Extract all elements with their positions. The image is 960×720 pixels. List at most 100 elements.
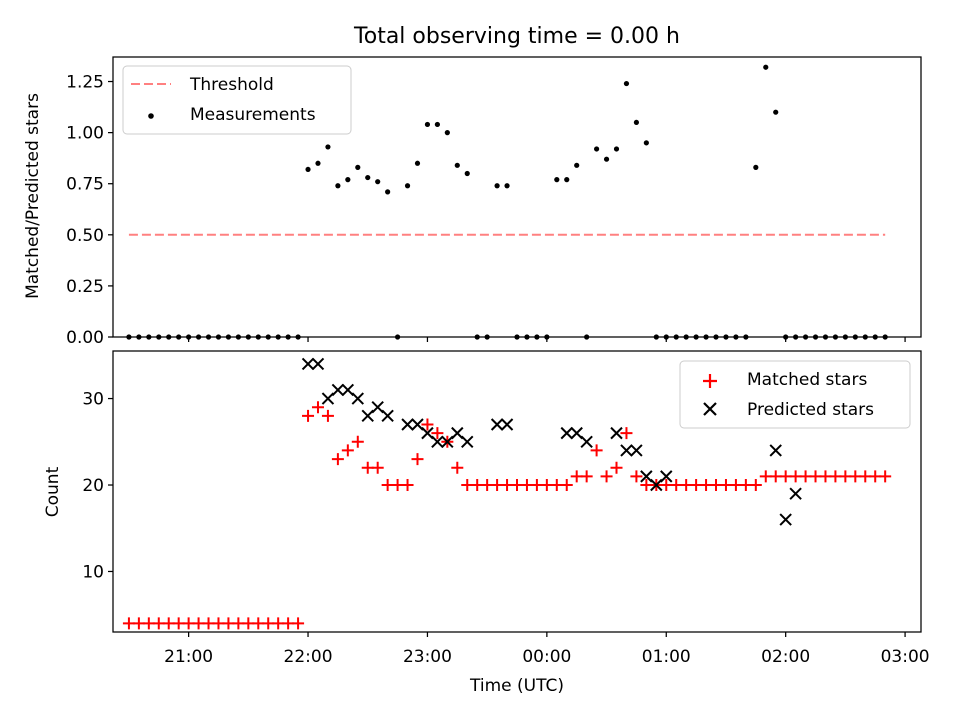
predicted-star-marker	[610, 426, 623, 440]
measurement-point	[404, 183, 411, 189]
bottom-legend-box	[679, 360, 911, 429]
matched-star-marker	[560, 479, 573, 492]
measurement-point	[454, 162, 460, 168]
bottom-panel: 10 20 30 21:00 22:00 23:00 00:00 01:00 02:00 03:0…	[43, 350, 930, 696]
matched-star-marker	[292, 617, 305, 630]
matched-star-marker	[302, 409, 315, 422]
top-y-tick-label: 1.25	[66, 73, 104, 93]
matched-star-marker	[411, 453, 424, 466]
predicted-star-marker	[451, 426, 464, 440]
top-y-tick-label: 0.50	[66, 226, 104, 246]
top-y-tick-label: 1.00	[66, 124, 104, 144]
legend-matched-swatch	[703, 374, 717, 388]
top-axes: 0.00 0.25 0.50 0.75 1.00 1.25	[66, 73, 906, 348]
predicted-star-marker	[321, 392, 335, 405]
matched-star-marker	[451, 461, 464, 474]
matched-star-marker	[590, 444, 603, 457]
matched-star-marker	[401, 479, 414, 492]
bottom-axes: 10 20 30 21:00 22:00 23:00 00:00 01:00 02:00 03:0…	[82, 390, 929, 667]
matched-star-marker	[620, 427, 633, 440]
measurement-point	[603, 156, 610, 162]
predicted-star-marker	[789, 487, 802, 500]
measurement-point	[464, 170, 470, 177]
legend-threshold-label: Threshold	[189, 75, 274, 95]
predicted-star-marker	[411, 418, 424, 431]
predicted-star-marker	[311, 357, 325, 371]
legend-predicted-swatch	[703, 402, 717, 416]
predicted-star-marker	[570, 426, 583, 440]
measurement-point	[623, 80, 630, 87]
predicted-star-marker	[341, 383, 355, 397]
top-panel: Total observing time = 0.00 h 0.000.250.…	[23, 24, 922, 348]
bottom-y-tick-label: 20	[82, 476, 104, 496]
measurement-point	[305, 166, 311, 173]
x-tick-label: 01:00	[642, 647, 691, 667]
predicted-star-marker	[500, 418, 514, 431]
matched-star-marker	[351, 435, 364, 448]
x-tick-label: 02:00	[761, 647, 810, 667]
x-tick-label: 22:00	[284, 647, 333, 667]
matched-star-marker	[341, 444, 354, 457]
matched-star-marker	[431, 427, 444, 440]
top-y-tick-label: 0.00	[66, 328, 104, 348]
predicted-star-marker	[421, 426, 434, 440]
top-axes-frame	[112, 56, 922, 338]
measurement-point	[385, 189, 391, 195]
predicted-star-marker	[301, 357, 315, 371]
predicted-star-marker	[580, 435, 593, 448]
measurement-point	[345, 177, 351, 183]
predicted-star-marker	[560, 426, 573, 440]
measurement-point	[434, 121, 440, 128]
matched-star-marker	[610, 461, 623, 474]
measurement-point	[594, 146, 600, 152]
matched-star-marker	[421, 418, 434, 431]
measurement-point	[574, 162, 580, 168]
bottom-y-tick-label: 30	[82, 390, 104, 410]
predicted-star-marker	[640, 470, 653, 483]
matched-star-marker	[321, 409, 334, 422]
matched-star-marker	[311, 401, 324, 414]
predicted-star-marker	[660, 470, 673, 483]
predicted-star-marker	[630, 444, 643, 457]
x-tick-label: 23:00	[403, 647, 452, 667]
measurement-point	[315, 160, 321, 166]
predicted-star-marker	[371, 400, 384, 414]
predicted-star-marker	[361, 409, 374, 423]
top-y-tick-label: 0.25	[66, 277, 104, 297]
legend-measurements-swatch	[148, 113, 154, 119]
measurement-point	[444, 130, 450, 136]
predicted-star-marker	[401, 418, 414, 431]
x-tick-label: 03:00	[881, 647, 930, 667]
matched-star-marker	[371, 461, 384, 474]
predicted-star-marker	[331, 383, 345, 397]
predicted-star-marker	[431, 435, 444, 448]
measurement-point	[763, 64, 769, 70]
measurement-point	[633, 119, 640, 126]
bottom-legend: Matched stars Predicted stars	[679, 360, 911, 429]
measurement-point	[325, 144, 331, 150]
predicted-star-marker	[461, 435, 474, 448]
top-legend-box	[122, 65, 352, 135]
bottom-plot-area	[122, 357, 892, 630]
predicted-star-marker	[620, 444, 633, 457]
matched-star-marker	[580, 470, 593, 483]
measurement-point	[554, 177, 560, 183]
bottom-y-tick-label: 10	[82, 562, 104, 582]
matched-star-marker	[749, 479, 762, 492]
measurement-point	[564, 177, 570, 183]
predicted-star-marker	[650, 478, 663, 492]
measurement-point	[773, 109, 779, 115]
legend-measurements-label: Measurements	[190, 105, 316, 125]
matched-star-marker	[630, 470, 643, 483]
matched-star-marker	[331, 453, 344, 466]
x-tick-label: 21:00	[164, 647, 213, 667]
predicted-star-marker	[351, 392, 364, 405]
legend-predicted-label: Predicted stars	[747, 400, 874, 420]
bottom-axes-frame	[112, 350, 922, 633]
measurement-point	[375, 179, 381, 185]
matched-star-marker	[600, 470, 613, 483]
measurement-point	[494, 183, 500, 189]
measurement-point	[335, 183, 341, 189]
legend-matched-label: Matched stars	[747, 370, 867, 390]
